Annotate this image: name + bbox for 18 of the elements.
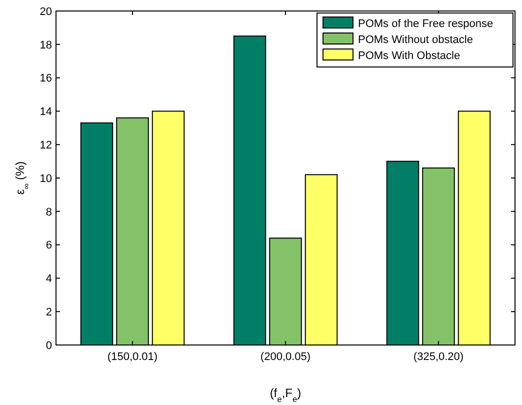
x-tick-label: (200,0.05) bbox=[260, 351, 311, 363]
x-tick-label: (150,0.01) bbox=[107, 351, 158, 363]
y-tick-label: 18 bbox=[40, 39, 52, 52]
y-tick-label: 16 bbox=[40, 72, 52, 85]
y-tick-label: 2 bbox=[46, 306, 52, 318]
x-tick-label: (325,0.20) bbox=[413, 351, 464, 363]
legend-label: POMs of the Free response bbox=[358, 18, 494, 30]
y-tick-label: 8 bbox=[46, 206, 52, 218]
y-tick-label: 0 bbox=[46, 340, 52, 352]
x-axis-title: (f$_{e}$,F$_{e}$) bbox=[270, 386, 302, 404]
legend-label: POMs With Obstacle bbox=[358, 50, 460, 62]
y-tick-label: 4 bbox=[46, 273, 52, 286]
y-tick-label: 10 bbox=[40, 172, 52, 185]
legend-label: POMs Without obstacle bbox=[358, 34, 473, 46]
y-tick-label: 14 bbox=[40, 106, 52, 118]
y-tick-label: 6 bbox=[46, 240, 52, 252]
y-tick-label: 20 bbox=[40, 6, 52, 18]
y-tick-label: 12 bbox=[40, 139, 52, 152]
